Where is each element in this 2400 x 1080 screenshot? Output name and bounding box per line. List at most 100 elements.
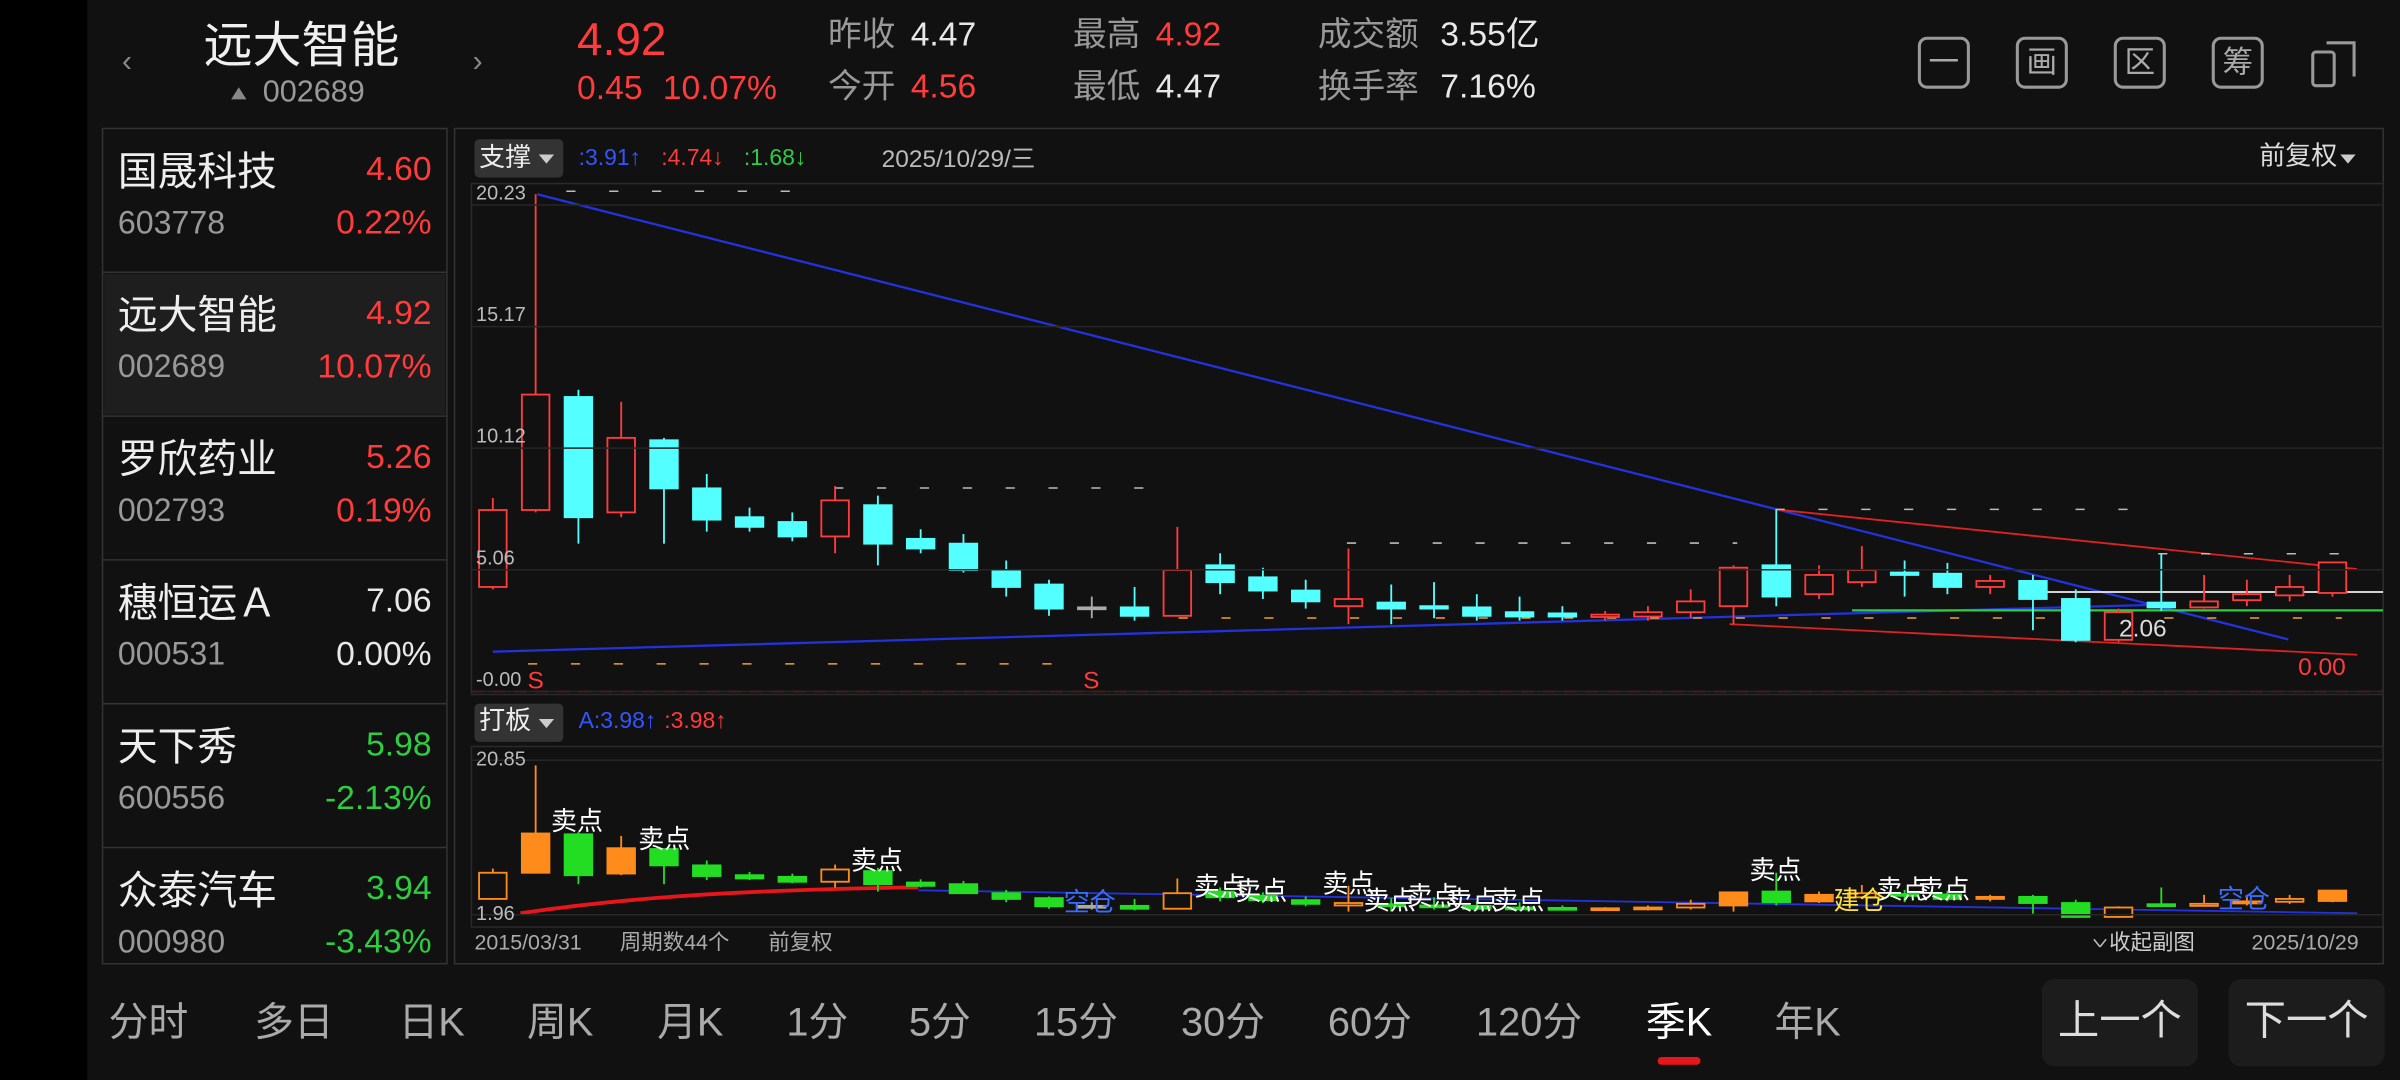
tool-label[interactable]: 筹 bbox=[2222, 45, 2253, 79]
switch-icon[interactable] bbox=[2311, 41, 2356, 88]
sub-indicator-name[interactable]: 打板 bbox=[479, 705, 531, 735]
selected-row[interactable] bbox=[104, 273, 446, 415]
candle-body bbox=[1119, 904, 1150, 910]
indicator-value: :3.91↑ bbox=[579, 144, 642, 170]
candle-body bbox=[692, 864, 722, 877]
tool-button[interactable] bbox=[2211, 36, 2264, 89]
candle-body bbox=[606, 436, 636, 514]
period-tab[interactable]: 多日 bbox=[254, 1000, 334, 1044]
period-tab[interactable]: 月K bbox=[657, 1000, 724, 1044]
candle-body bbox=[2018, 580, 2048, 600]
candle-body bbox=[1804, 574, 1834, 596]
period-tab[interactable]: 30分 bbox=[1181, 1000, 1265, 1044]
candle-body bbox=[734, 874, 765, 880]
y-tick-label: -0.00 bbox=[476, 669, 521, 691]
period-tab[interactable]: 分时 bbox=[109, 1000, 189, 1044]
prev-stock-arrow[interactable]: ‹ bbox=[122, 44, 132, 78]
candle-body bbox=[520, 832, 551, 874]
sub-candles bbox=[478, 765, 2348, 918]
candle-body bbox=[1333, 902, 1364, 907]
watch-price: 4.60 bbox=[366, 151, 432, 188]
candle-body bbox=[1847, 569, 1877, 584]
tool-button[interactable] bbox=[1917, 36, 1970, 89]
candle-body bbox=[2018, 895, 2048, 904]
watch-name[interactable]: 国晟科技 bbox=[118, 150, 277, 194]
candle-body bbox=[1975, 895, 2005, 900]
period-tab[interactable]: 季K bbox=[1646, 1000, 1713, 1044]
period-tab[interactable]: 5分 bbox=[909, 1000, 971, 1044]
candle-body bbox=[905, 881, 936, 887]
candle-body bbox=[2232, 593, 2262, 602]
period-tab[interactable]: 120分 bbox=[1476, 1000, 1582, 1044]
period-tab[interactable]: 1分 bbox=[786, 1000, 848, 1044]
candle-body bbox=[649, 848, 679, 867]
tool-button[interactable] bbox=[2113, 36, 2166, 89]
next-stock-arrow[interactable]: › bbox=[472, 44, 482, 78]
dropdown-icon bbox=[538, 718, 555, 729]
period-tab[interactable]: 年K bbox=[1774, 1000, 1841, 1044]
prev-button[interactable] bbox=[2041, 979, 2198, 1067]
collapse-sub[interactable]: 收起副图 bbox=[2109, 931, 2195, 955]
period-tab[interactable]: 15分 bbox=[1034, 1000, 1118, 1044]
candle-body bbox=[1162, 892, 1193, 910]
y-tick-label: 1.96 bbox=[476, 903, 515, 925]
watch-price: 7.06 bbox=[366, 583, 432, 620]
indicator-button[interactable] bbox=[474, 139, 564, 178]
stat-label: 最高 bbox=[1073, 16, 1140, 54]
watch-name[interactable]: 远大智能 bbox=[118, 294, 277, 338]
candle-body bbox=[734, 516, 765, 528]
watch-change: -2.13% bbox=[325, 780, 432, 817]
stat-value: 4.56 bbox=[911, 69, 977, 106]
up-icon bbox=[231, 87, 247, 100]
button-label[interactable]: 上一个 bbox=[2058, 997, 2182, 1043]
candle-body bbox=[478, 509, 508, 588]
watch-code: 002793 bbox=[118, 492, 225, 528]
y-tick-label: 20.85 bbox=[476, 749, 526, 771]
candle-body bbox=[1718, 566, 1749, 608]
x-tick-label: 2025/10/29 bbox=[2252, 931, 2359, 955]
y-tick-label: 5.06 bbox=[476, 547, 515, 569]
candle-body bbox=[1248, 894, 1278, 902]
tool-label[interactable]: 一 bbox=[1929, 45, 1960, 79]
chart-annotation: 2.06 bbox=[2119, 616, 2167, 643]
candle-body bbox=[1376, 601, 1406, 610]
tab-indicator bbox=[1657, 1057, 1701, 1065]
period-tab[interactable]: 周K bbox=[527, 1000, 594, 1044]
sub-indicator-button[interactable] bbox=[474, 703, 564, 742]
button-label[interactable]: 下一个 bbox=[2245, 997, 2369, 1043]
y-tick-label: 20.23 bbox=[476, 183, 526, 205]
sub-plot-border bbox=[470, 745, 2384, 928]
signal-label: 卖点 bbox=[1918, 875, 1970, 905]
chart-date: 2025/10/29/三 bbox=[882, 146, 1036, 173]
signal-label: 卖点 bbox=[1492, 885, 1544, 915]
candle-body bbox=[1676, 600, 1706, 614]
tool-button[interactable] bbox=[2015, 36, 2068, 89]
tool-label[interactable]: 区 bbox=[2124, 45, 2155, 79]
stat-value: 3.55亿 bbox=[1440, 16, 1539, 54]
watch-name[interactable]: 穗恒运Ａ bbox=[118, 581, 277, 625]
watch-name[interactable]: 天下秀 bbox=[118, 725, 237, 769]
candle-body bbox=[1547, 906, 1578, 911]
watch-price: 5.26 bbox=[366, 439, 432, 476]
indicator-value: A:3.98↑ bbox=[579, 707, 657, 733]
candle-body bbox=[1975, 580, 2005, 588]
tool-label[interactable]: 画 bbox=[2027, 45, 2058, 79]
candle-body bbox=[1504, 906, 1535, 911]
period-tab[interactable]: 日K bbox=[398, 1000, 465, 1044]
indicator-name[interactable]: 支撑 bbox=[479, 142, 531, 172]
candle-body bbox=[1590, 613, 1620, 618]
watch-name[interactable]: 罗欣药业 bbox=[118, 438, 277, 482]
candle-body bbox=[1547, 612, 1578, 618]
chart-annotation: 0.00 bbox=[2298, 654, 2346, 681]
watch-name[interactable]: 众泰汽车 bbox=[118, 869, 277, 913]
adjust-mode[interactable]: 前复权 bbox=[2259, 140, 2337, 170]
signal-label: 卖点 bbox=[1446, 885, 1498, 915]
chart-annotation: S bbox=[528, 668, 544, 695]
watch-change: 10.07% bbox=[317, 349, 431, 386]
candle-body bbox=[1804, 893, 1834, 903]
next-button[interactable] bbox=[2228, 979, 2385, 1067]
candle-body bbox=[1205, 890, 1235, 899]
y-tick-label: 10.12 bbox=[476, 426, 526, 448]
period-tab[interactable]: 60分 bbox=[1328, 1000, 1412, 1044]
